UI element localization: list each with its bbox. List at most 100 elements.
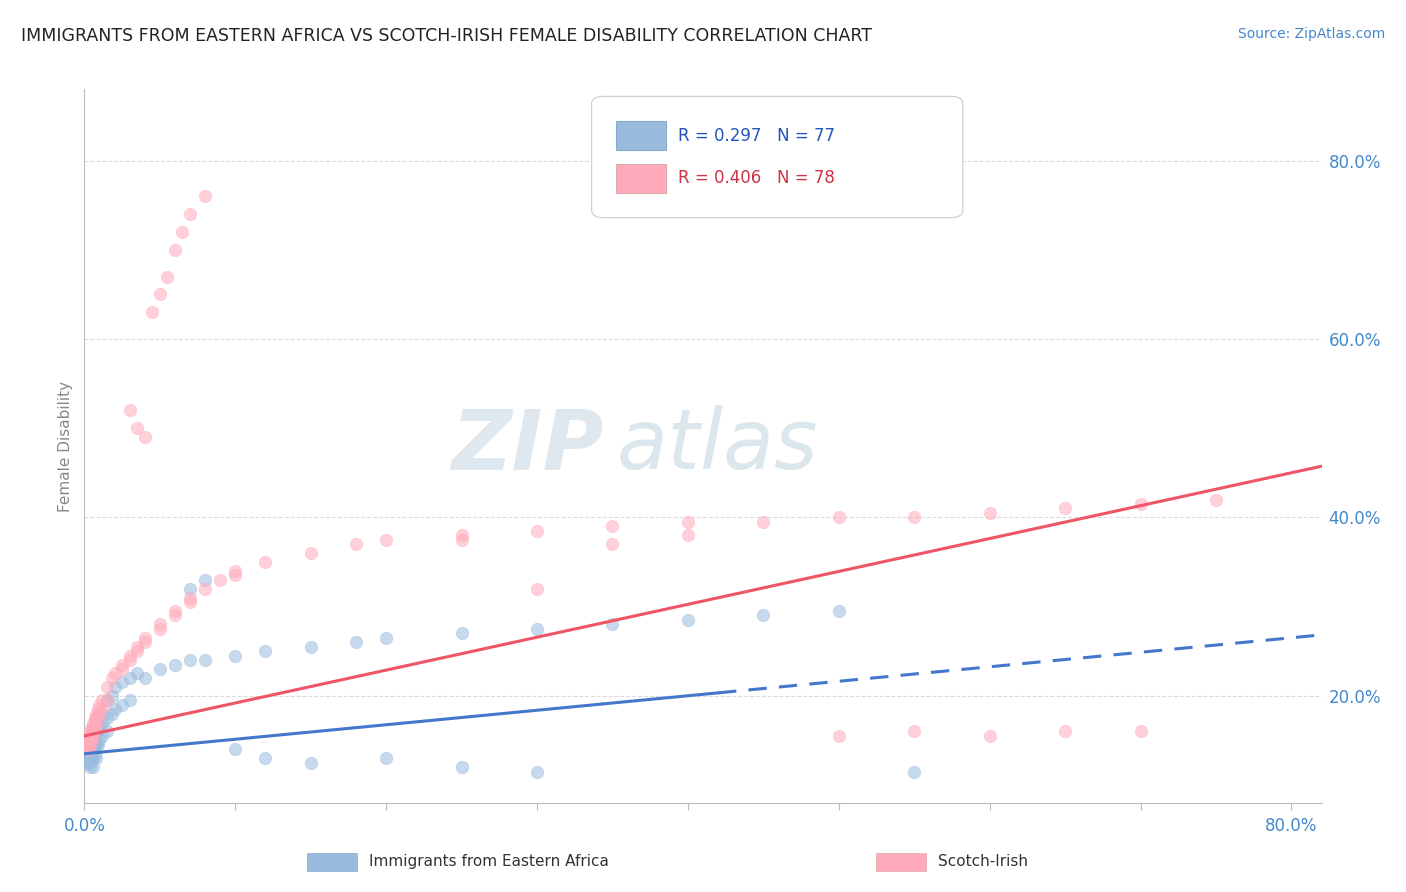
Point	[344, 635, 367, 649]
Point	[91, 702, 114, 716]
Point	[87, 711, 110, 725]
Point	[76, 756, 98, 770]
Point	[224, 742, 246, 756]
Point	[526, 582, 548, 596]
Point	[526, 622, 548, 636]
Point	[89, 733, 111, 747]
Point	[127, 421, 149, 435]
Point	[91, 715, 114, 730]
Point	[100, 671, 122, 685]
Point	[979, 729, 1001, 743]
Point	[134, 631, 156, 645]
Point	[179, 595, 201, 609]
Point	[96, 680, 118, 694]
FancyBboxPatch shape	[592, 96, 963, 218]
Point	[100, 689, 122, 703]
Point	[299, 756, 322, 770]
Point	[194, 573, 217, 587]
Point	[75, 747, 97, 761]
FancyBboxPatch shape	[616, 164, 666, 193]
Point	[79, 729, 101, 743]
Point	[89, 720, 111, 734]
Point	[96, 711, 118, 725]
Point	[172, 225, 194, 239]
Text: R = 0.406   N = 78: R = 0.406 N = 78	[678, 169, 835, 187]
Point	[118, 693, 141, 707]
Point	[1129, 497, 1152, 511]
Point	[96, 724, 118, 739]
Point	[77, 738, 100, 752]
Point	[86, 720, 108, 734]
Point	[86, 751, 108, 765]
Point	[149, 617, 172, 632]
Point	[450, 626, 472, 640]
Point	[156, 269, 179, 284]
Point	[80, 729, 103, 743]
Point	[344, 537, 367, 551]
Point	[450, 528, 472, 542]
Point	[828, 510, 851, 524]
Point	[82, 724, 104, 739]
Point	[179, 582, 201, 596]
Point	[89, 706, 111, 721]
Point	[194, 653, 217, 667]
Point	[149, 622, 172, 636]
Point	[96, 693, 118, 707]
Point	[77, 747, 100, 761]
Point	[91, 706, 114, 721]
Point	[75, 751, 97, 765]
Point	[80, 751, 103, 765]
Point	[77, 751, 100, 765]
Point	[80, 729, 103, 743]
Point	[91, 693, 114, 707]
Point	[254, 555, 277, 569]
Point	[87, 738, 110, 752]
Text: R = 0.297   N = 77: R = 0.297 N = 77	[678, 127, 835, 145]
Point	[254, 644, 277, 658]
Point	[77, 738, 100, 752]
Point	[91, 729, 114, 743]
Point	[76, 733, 98, 747]
Point	[118, 648, 141, 663]
Point	[79, 738, 101, 752]
Point	[82, 729, 104, 743]
Point	[77, 742, 100, 756]
Point	[76, 751, 98, 765]
Point	[86, 706, 108, 721]
Point	[79, 742, 101, 756]
Point	[602, 617, 624, 632]
Point	[82, 715, 104, 730]
Point	[80, 724, 103, 739]
Point	[828, 729, 851, 743]
Point	[134, 430, 156, 444]
Point	[903, 764, 925, 779]
Point	[75, 738, 97, 752]
Text: Source: ZipAtlas.com: Source: ZipAtlas.com	[1237, 27, 1385, 41]
Point	[163, 608, 186, 623]
Y-axis label: Female Disability: Female Disability	[58, 380, 73, 512]
FancyBboxPatch shape	[876, 853, 925, 871]
Point	[82, 751, 104, 765]
Point	[179, 591, 201, 605]
Point	[299, 546, 322, 560]
Point	[80, 733, 103, 747]
Point	[676, 613, 699, 627]
Point	[149, 287, 172, 301]
Text: IMMIGRANTS FROM EASTERN AFRICA VS SCOTCH-IRISH FEMALE DISABILITY CORRELATION CHA: IMMIGRANTS FROM EASTERN AFRICA VS SCOTCH…	[21, 27, 872, 45]
Point	[375, 533, 398, 547]
Point	[149, 662, 172, 676]
Point	[86, 711, 108, 725]
Point	[80, 738, 103, 752]
Point	[84, 711, 107, 725]
Point	[224, 648, 246, 663]
Point	[1205, 492, 1227, 507]
Point	[118, 671, 141, 685]
FancyBboxPatch shape	[616, 121, 666, 150]
Point	[80, 742, 103, 756]
Point	[76, 742, 98, 756]
Point	[375, 631, 398, 645]
Point	[163, 657, 186, 672]
Point	[84, 747, 107, 761]
Point	[87, 702, 110, 716]
Point	[526, 524, 548, 538]
